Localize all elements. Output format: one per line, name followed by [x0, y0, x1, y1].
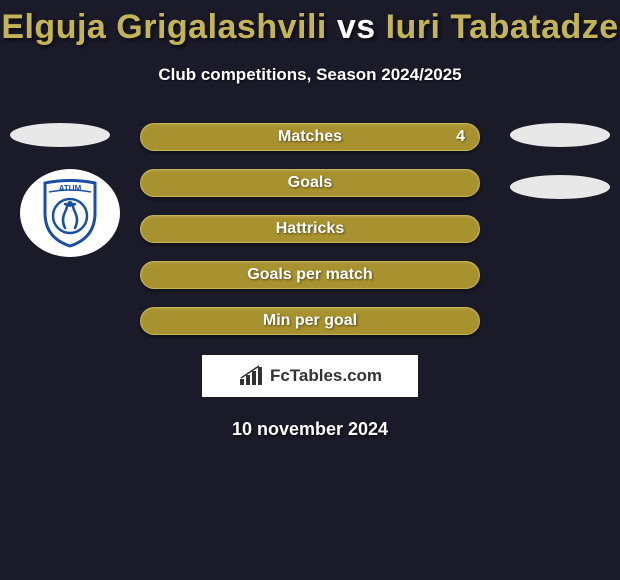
subtitle: Club competitions, Season 2024/2025 [0, 65, 620, 85]
branding-text: FcTables.com [270, 366, 382, 386]
stat-row-min-per-goal: Min per goal [140, 307, 480, 335]
player2-name: Iuri Tabatadze [386, 8, 619, 46]
stat-label: Goals [288, 174, 332, 192]
stat-label: Hattricks [276, 220, 344, 238]
player2-club-placeholder [510, 175, 610, 199]
date: 10 november 2024 [0, 419, 620, 440]
player1-name: Elguja Grigalashvili [1, 8, 327, 46]
stat-label: Min per goal [263, 312, 357, 330]
player1-headshot-placeholder [10, 123, 110, 147]
stats-area: ATUM Matches 4 Goals Hattricks Goals per… [0, 123, 620, 440]
stat-row-matches: Matches 4 [140, 123, 480, 151]
player1-club-badge: ATUM [20, 169, 120, 257]
svg-text:ATUM: ATUM [59, 184, 82, 193]
stat-right-value: 4 [456, 128, 465, 146]
player2-headshot-placeholder [510, 123, 610, 147]
branding-box[interactable]: FcTables.com [202, 355, 418, 397]
stat-row-goals-per-match: Goals per match [140, 261, 480, 289]
stat-label: Goals per match [247, 266, 372, 284]
comparison-title: Elguja Grigalashvili vs Iuri Tabatadze [0, 0, 620, 47]
vs-separator: vs [337, 8, 376, 46]
bar-chart-icon [238, 365, 264, 387]
club-badge-icon: ATUM [35, 178, 105, 248]
stat-row-hattricks: Hattricks [140, 215, 480, 243]
stat-label: Matches [278, 128, 342, 146]
stat-pills: Matches 4 Goals Hattricks Goals per matc… [140, 123, 480, 335]
stat-row-goals: Goals [140, 169, 480, 197]
